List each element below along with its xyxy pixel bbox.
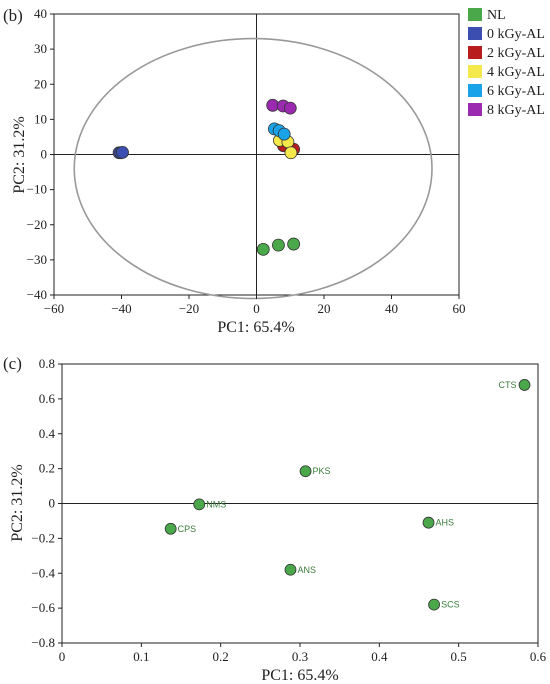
panel-c-point — [518, 379, 531, 391]
panel-c-x-ticks: 0 0.1 0.2 0.3 0.4 0.5 0.6 — [59, 643, 547, 664]
panel-b-legend: NL 0 kGy-AL 2 kGy-AL 4 kGy-AL 6 kGy-AL 8 kGy-… — [468, 8, 545, 118]
legend-swatch — [468, 103, 482, 116]
panel-c-y-axis-label: PC2: 31.2% — [9, 464, 26, 541]
legend-label: 6 kGy-AL — [487, 84, 545, 99]
panel-c-point — [422, 516, 435, 529]
panel-c-point — [299, 465, 312, 478]
panel-b-y-tick-label: 0 — [41, 147, 48, 162]
panel-c-x-tick-label: 0.4 — [371, 649, 388, 664]
legend-label: 4 kGy-AL — [487, 65, 545, 80]
panel-b-x-tick-label: 60 — [453, 301, 466, 316]
panel-c-point — [164, 522, 177, 535]
panel-c-point — [428, 598, 440, 611]
panel-c-point-label: PKS — [313, 466, 331, 476]
legend-swatch — [468, 46, 482, 59]
panel-c-y-tick-label: −0.6 — [31, 600, 55, 615]
legend-label: 0 kGy-AL — [487, 27, 545, 42]
panel-b-x-tick-label: 20 — [318, 301, 331, 316]
legend-swatch — [468, 84, 482, 97]
panel-c-point — [284, 563, 297, 576]
legend-label: NL — [487, 8, 506, 23]
panel-c-y-ticks: −0.8 −0.6 −0.4 −0.2 0 0.2 0.4 0.6 0.8 — [31, 356, 62, 650]
panel-c-point-label: ANS — [297, 565, 316, 575]
panel-b-y-tick-label: −40 — [27, 287, 47, 302]
panel-b-points — [112, 98, 301, 256]
legend-label: 2 kGy-AL — [487, 46, 545, 61]
panel-b-x-tick-label: 0 — [253, 301, 260, 316]
panel-b-point — [277, 127, 291, 141]
panel-c-y-tick-label: −0.8 — [31, 635, 55, 650]
panel-c-y-tick-label: −0.2 — [31, 530, 55, 545]
legend-label: 8 kGy-AL — [487, 103, 545, 118]
panel-c-x-axis-label: PC1: 65.4% — [261, 667, 338, 684]
panel-c-point-label: AHS — [436, 518, 455, 528]
panel-b-x-tick-label: −60 — [44, 301, 64, 316]
panel-b-y-axis-label: PC2: 31.2% — [11, 116, 28, 193]
panel-c-point-label: NMS — [206, 499, 226, 509]
panel-b-y-tick-label: −30 — [27, 252, 47, 267]
panel-b-y-tick-label: −20 — [27, 217, 47, 232]
panel-b-point — [272, 238, 285, 252]
panel-c-points: CTS PKS NMS CPS AHS ANS SCS — [164, 379, 531, 611]
panel-c-point — [193, 498, 206, 511]
panel-b-x-tick-label: −40 — [111, 301, 131, 316]
legend-swatch — [468, 27, 482, 40]
panel-b-x-tick-label: −20 — [179, 301, 199, 316]
panel-c-y-tick-label: 0.8 — [39, 356, 55, 371]
panel-b-ellipse — [73, 37, 433, 300]
panel-b-y-tick-label: 40 — [34, 6, 47, 21]
panel-b-x-axis-label: PC1: 65.4% — [217, 319, 294, 336]
panel-c-x-tick-label: 0 — [59, 649, 66, 664]
panel-b-point — [283, 101, 297, 115]
panel-c-point-label: CPS — [178, 524, 197, 534]
panel-b-confidence-ellipse — [73, 37, 433, 300]
panel-b-letter: (b) — [3, 6, 23, 25]
panel-c-x-tick-label: 0.6 — [530, 649, 547, 664]
panel-c-chart: (c) 0 0.1 0.2 0.3 0.4 0.5 0.6 −0.8 −0.6 −0.4 −0.2… — [3, 354, 547, 684]
panel-c-y-tick-label: 0.4 — [39, 426, 56, 441]
panel-b-y-tick-label: 10 — [34, 111, 47, 126]
panel-c-point-label: SCS — [441, 600, 460, 610]
panel-b-y-tick-label: 30 — [34, 41, 47, 56]
panel-c-y-tick-label: −0.4 — [31, 565, 55, 580]
panel-c-y-tick-label: 0 — [49, 496, 56, 511]
legend-swatch — [468, 65, 482, 78]
panel-b-y-tick-label: −10 — [27, 182, 47, 197]
panel-c-y-tick-label: 0.2 — [39, 461, 55, 476]
panel-b-point — [287, 237, 301, 251]
legend-swatch — [468, 8, 482, 21]
panel-b-y-tick-label: 20 — [34, 76, 47, 91]
panel-b-x-ticks: −60 −40 −20 0 20 40 60 — [44, 295, 466, 316]
panel-b-point — [256, 242, 270, 256]
panel-c-letter: (c) — [3, 354, 22, 373]
panel-b-point — [116, 145, 129, 159]
panel-c-x-tick-label: 0.1 — [133, 649, 149, 664]
panel-b-point — [284, 146, 298, 160]
panel-b-chart: (b) −60 −40 −20 0 20 40 60 −40−30−20−100102030… — [3, 6, 545, 336]
panel-b-x-tick-label: 40 — [385, 301, 398, 316]
panel-c-point-label: CTS — [499, 380, 517, 390]
panel-c-y-tick-label: 0.6 — [39, 391, 56, 406]
panel-b-y-ticks: −40 −30 −20 −10 0 10 20 30 40 — [27, 6, 54, 302]
panel-c-x-tick-label: 0.5 — [451, 649, 467, 664]
panel-c-x-tick-label: 0.3 — [292, 649, 308, 664]
panel-c-x-tick-label: 0.2 — [213, 649, 229, 664]
